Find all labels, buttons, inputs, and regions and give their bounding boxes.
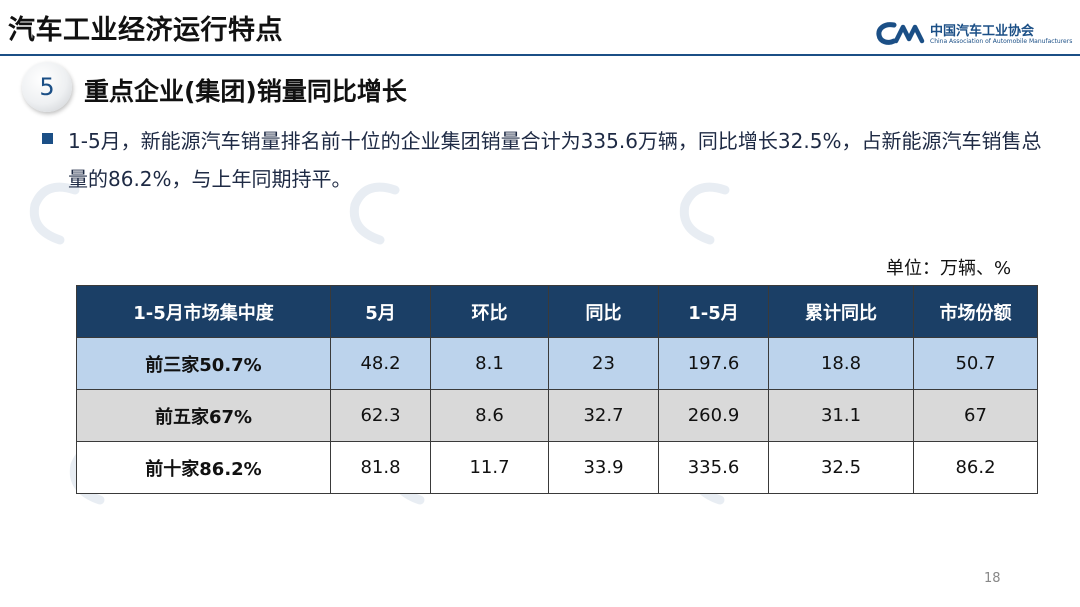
table-cell: 81.8 — [330, 441, 431, 494]
table-header-cell: 市场份额 — [913, 285, 1038, 338]
table-cell: 18.8 — [768, 337, 914, 390]
caam-logo-icon — [876, 22, 925, 45]
table-header-cell: 环比 — [430, 285, 549, 338]
table-cell: 11.7 — [430, 441, 549, 494]
table-row: 前三家50.7% 48.2 8.1 23 197.6 18.8 50.7 — [76, 337, 1038, 390]
table-cell: 32.5 — [768, 441, 914, 494]
bullet-square-icon — [42, 133, 53, 144]
table-row: 前五家67% 62.3 8.6 32.7 260.9 31.1 67 — [76, 389, 1038, 442]
section-title: 重点企业(集团)销量同比增长 — [84, 77, 407, 106]
table-header-cell: 累计同比 — [768, 285, 914, 338]
row-label-cell: 前三家50.7% — [76, 337, 331, 390]
row-label-cell: 前十家86.2% — [76, 441, 331, 494]
table-cell: 32.7 — [548, 389, 659, 442]
table-header-cell: 5月 — [330, 285, 431, 338]
table-cell: 48.2 — [330, 337, 431, 390]
table-cell: 67 — [913, 389, 1038, 442]
table-cell: 260.9 — [658, 389, 769, 442]
table-header-cell: 1-5月市场集中度 — [76, 285, 331, 338]
summary-paragraph: 1-5月，新能源汽车销量排名前十位的企业集团销量合计为335.6万辆，同比增长3… — [68, 129, 1042, 191]
concentration-table: 1-5月市场集中度 5月 环比 同比 1-5月 累计同比 市场份额 前三家50.… — [76, 285, 1038, 494]
table-cell: 8.1 — [430, 337, 549, 390]
section-number-badge: 5 — [22, 62, 72, 112]
table-cell: 31.1 — [768, 389, 914, 442]
table-row: 前十家86.2% 81.8 11.7 33.9 335.6 32.5 86.2 — [76, 441, 1038, 494]
table-cell: 50.7 — [913, 337, 1038, 390]
page-number: 18 — [984, 571, 1001, 586]
table-cell: 33.9 — [548, 441, 659, 494]
table-header-cell: 1-5月 — [658, 285, 769, 338]
row-label-cell: 前五家67% — [76, 389, 331, 442]
section-heading: 5 重点企业(集团)销量同比增长 — [22, 62, 722, 112]
header-divider — [0, 54, 1080, 56]
unit-label: 单位：万辆、% — [886, 258, 1012, 279]
table-header-cell: 同比 — [548, 285, 659, 338]
table-header-row: 1-5月市场集中度 5月 环比 同比 1-5月 累计同比 市场份额 — [76, 285, 1038, 338]
table-cell: 23 — [548, 337, 659, 390]
caam-logo: 中国汽车工业协会 China Association of Automobile… — [876, 17, 1072, 51]
table-cell: 8.6 — [430, 389, 549, 442]
logo-english-name: China Association of Automobile Manufact… — [930, 38, 1073, 45]
table-cell: 197.6 — [658, 337, 769, 390]
table-cell: 86.2 — [913, 441, 1038, 494]
table-cell: 62.3 — [330, 389, 431, 442]
logo-chinese-name: 中国汽车工业协会 — [930, 24, 1035, 39]
table-cell: 335.6 — [658, 441, 769, 494]
slide-header: 汽车工业经济运行特点 中国汽车工业协会 China Association of… — [0, 0, 1080, 62]
slide-title: 汽车工业经济运行特点 — [8, 15, 283, 46]
